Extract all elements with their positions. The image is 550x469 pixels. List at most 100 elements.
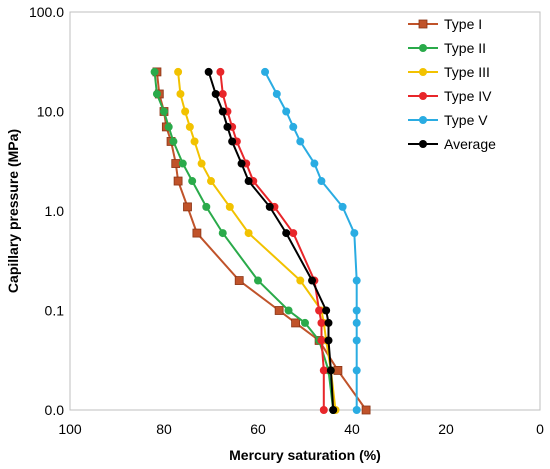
data-point: [333, 366, 343, 375]
legend-item: Type I: [408, 16, 482, 32]
data-point: [202, 202, 211, 211]
series-type-iv: [216, 67, 328, 414]
legend-marker: [419, 68, 427, 76]
legend-marker: [419, 44, 427, 52]
x-tick-label: 20: [438, 421, 454, 437]
y-tick-label: 100.0: [29, 4, 64, 20]
data-point: [284, 306, 293, 315]
data-point: [301, 318, 309, 327]
data-point: [291, 318, 301, 328]
data-point: [169, 137, 178, 146]
data-point: [338, 202, 347, 211]
data-point: [237, 159, 246, 168]
legend-item: Type III: [408, 64, 490, 80]
series-line: [207, 71, 335, 411]
x-tick-label: 60: [250, 421, 266, 437]
data-point: [188, 177, 197, 186]
data-point: [181, 107, 190, 116]
data-point: [216, 67, 225, 76]
data-point: [317, 336, 326, 345]
data-point: [223, 122, 232, 131]
data-point: [350, 229, 359, 238]
series-line: [153, 71, 335, 411]
plot-area: [69, 11, 541, 411]
data-point: [171, 159, 181, 168]
series-type-i: [152, 67, 371, 415]
legend: Type I Type II Type III Type IV Type V Averag…: [408, 16, 496, 152]
data-point: [352, 318, 361, 327]
data-point: [308, 276, 317, 285]
data-point: [315, 306, 324, 315]
legend-label: Type II: [444, 40, 486, 56]
legend-label: Type IV: [444, 88, 492, 104]
legend-marker: [419, 140, 427, 148]
data-point: [234, 276, 244, 285]
data-point: [178, 159, 187, 168]
data-point: [352, 276, 361, 285]
data-point: [197, 159, 206, 168]
x-axis-ticks: 100 80 60 40 20 0: [58, 421, 544, 437]
data-point: [324, 318, 333, 327]
x-tick-label: 40: [344, 421, 360, 437]
data-point: [173, 176, 183, 186]
data-point: [152, 89, 161, 98]
series-layer: [150, 67, 371, 415]
data-point: [265, 202, 274, 211]
data-point: [289, 229, 298, 238]
y-tick-label: 0.1: [45, 303, 65, 319]
series-type-iii: [174, 67, 340, 414]
x-tick-label: 100: [58, 421, 82, 437]
data-point: [218, 229, 227, 238]
y-tick-label: 10.0: [37, 104, 64, 120]
x-tick-label: 80: [156, 421, 172, 437]
data-point: [329, 406, 338, 414]
series-line: [219, 71, 325, 410]
data-point: [352, 336, 361, 345]
data-point: [296, 137, 305, 146]
data-point: [352, 306, 361, 315]
series-line: [264, 71, 358, 410]
data-point: [150, 67, 159, 76]
data-point: [282, 229, 291, 238]
data-point: [164, 122, 173, 131]
series-type-ii: [150, 67, 338, 414]
data-point: [352, 366, 361, 375]
series-type-v: [261, 67, 361, 414]
data-point: [190, 137, 199, 146]
data-point: [272, 89, 281, 98]
x-tick-label: 0: [536, 421, 544, 437]
legend-label: Type V: [444, 112, 488, 128]
legend-item: Average: [408, 136, 496, 152]
data-point: [185, 122, 194, 131]
data-point: [319, 406, 328, 414]
data-point: [254, 276, 262, 285]
legend-item: Type IV: [408, 88, 492, 104]
legend-marker: [419, 92, 427, 100]
data-point: [317, 318, 326, 327]
data-point: [218, 89, 227, 98]
data-point: [204, 67, 213, 76]
data-point: [183, 202, 192, 212]
legend-item: Type II: [408, 40, 486, 56]
data-point: [289, 122, 298, 131]
data-point: [211, 89, 220, 98]
data-point: [274, 306, 284, 315]
data-point: [192, 228, 202, 238]
legend-label: Type III: [444, 64, 490, 80]
y-axis-title: Capillary pressure (MPa): [5, 129, 21, 293]
data-point: [207, 177, 215, 186]
y-tick-label: 1.0: [45, 203, 65, 219]
data-point: [317, 177, 326, 186]
data-point: [282, 107, 291, 116]
legend-label: Type I: [444, 16, 482, 32]
data-point: [160, 107, 168, 116]
legend-marker: [418, 19, 428, 29]
plot-border: [69, 11, 541, 411]
series-line: [177, 71, 337, 411]
series-average: [204, 67, 338, 414]
data-point: [228, 137, 237, 146]
legend-label: Average: [444, 136, 496, 152]
data-point: [174, 67, 183, 76]
data-point: [225, 202, 234, 211]
